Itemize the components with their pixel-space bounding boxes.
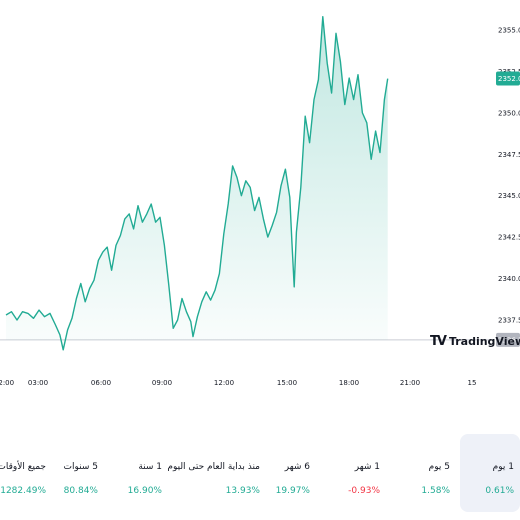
period-change-value: 13.93% bbox=[225, 486, 260, 496]
period-change-value: 19.97% bbox=[275, 486, 310, 496]
period-label: 5 سنوات bbox=[63, 462, 98, 472]
period-label: 1 يوم bbox=[492, 462, 514, 472]
x-axis-tick-label: 15:00 bbox=[277, 379, 297, 387]
period-change-value: 80.84% bbox=[63, 486, 98, 496]
y-axis-tick-label: 2350.00 bbox=[498, 109, 520, 117]
chart-canvas[interactable]: 2355.002352.502350.002347.502345.002342.… bbox=[0, 0, 520, 400]
x-axis-tick-label: 09:00 bbox=[152, 379, 172, 387]
base-price-badge bbox=[496, 332, 520, 347]
period-change-value: 0.61% bbox=[485, 486, 514, 496]
period-change-value: 16.90% bbox=[127, 486, 162, 496]
y-axis-tick-label: 2342.50 bbox=[498, 234, 520, 242]
period-label: جميع الأوقات bbox=[0, 462, 46, 472]
price-chart[interactable]: 2355.002352.502350.002347.502345.002342.… bbox=[0, 0, 520, 400]
y-axis-tick-label: 2347.50 bbox=[498, 151, 520, 159]
tradingview-logo[interactable]: TV TradingView bbox=[430, 331, 520, 351]
period-label: 6 شهر bbox=[284, 462, 310, 472]
last-price-badge bbox=[496, 71, 520, 86]
y-axis-tick-label: 2340.00 bbox=[498, 275, 520, 283]
period-6-month[interactable]: 6 شهر 19.97% bbox=[256, 434, 316, 512]
y-axis-tick-label: 2355.00 bbox=[498, 27, 520, 35]
period-1-day[interactable]: 1 يوم 0.61% bbox=[460, 434, 520, 512]
x-axis-tick-label: 15 bbox=[468, 379, 477, 387]
price-series-line bbox=[5, 16, 389, 351]
y-axis-tick-label: 2345.00 bbox=[498, 192, 520, 200]
x-axis-tick-label: 18:00 bbox=[339, 379, 359, 387]
period-label: منذ بداية العام حتى اليوم bbox=[167, 462, 260, 472]
period-label: 1 شهر bbox=[354, 462, 380, 472]
base-price-text: 2336.30 bbox=[498, 336, 520, 344]
x-axis-tick-label: 12:00 bbox=[0, 379, 14, 387]
x-axis-tick-label: 12:00 bbox=[214, 379, 234, 387]
period-change-value: -0.93% bbox=[348, 486, 380, 496]
x-axis-tick-label: 03:00 bbox=[28, 379, 48, 387]
period-label: 1 سنة bbox=[138, 462, 162, 472]
performance-period-bar: 1 يوم 0.61% 5 يوم 1.58% 1 شهر -0.93% 6 ش… bbox=[0, 434, 520, 514]
price-area-fill bbox=[6, 16, 388, 350]
y-axis-tick-label: 2337.50 bbox=[498, 317, 520, 325]
period-change-value: 1.58% bbox=[421, 486, 450, 496]
tradingview-logo-mark-icon: TV bbox=[430, 333, 447, 349]
tradingview-logo-text: TradingView bbox=[448, 334, 520, 348]
period-year-to-date[interactable]: منذ بداية العام حتى اليوم 13.93% bbox=[160, 434, 266, 512]
last-price-text: 2352.07 bbox=[498, 75, 520, 83]
period-change-value: 11282.49% bbox=[0, 486, 46, 496]
period-all-time[interactable]: جميع الأوقات 11282.49% bbox=[0, 434, 52, 512]
period-label: 5 يوم bbox=[428, 462, 450, 472]
x-axis-tick-label: 06:00 bbox=[91, 379, 111, 387]
x-axis-tick-label: 21:00 bbox=[400, 379, 420, 387]
period-5-years[interactable]: 5 سنوات 80.84% bbox=[44, 434, 104, 512]
period-1-year[interactable]: 1 سنة 16.90% bbox=[108, 434, 168, 512]
period-1-month[interactable]: 1 شهر -0.93% bbox=[326, 434, 386, 512]
period-5-day[interactable]: 5 يوم 1.58% bbox=[396, 434, 456, 512]
